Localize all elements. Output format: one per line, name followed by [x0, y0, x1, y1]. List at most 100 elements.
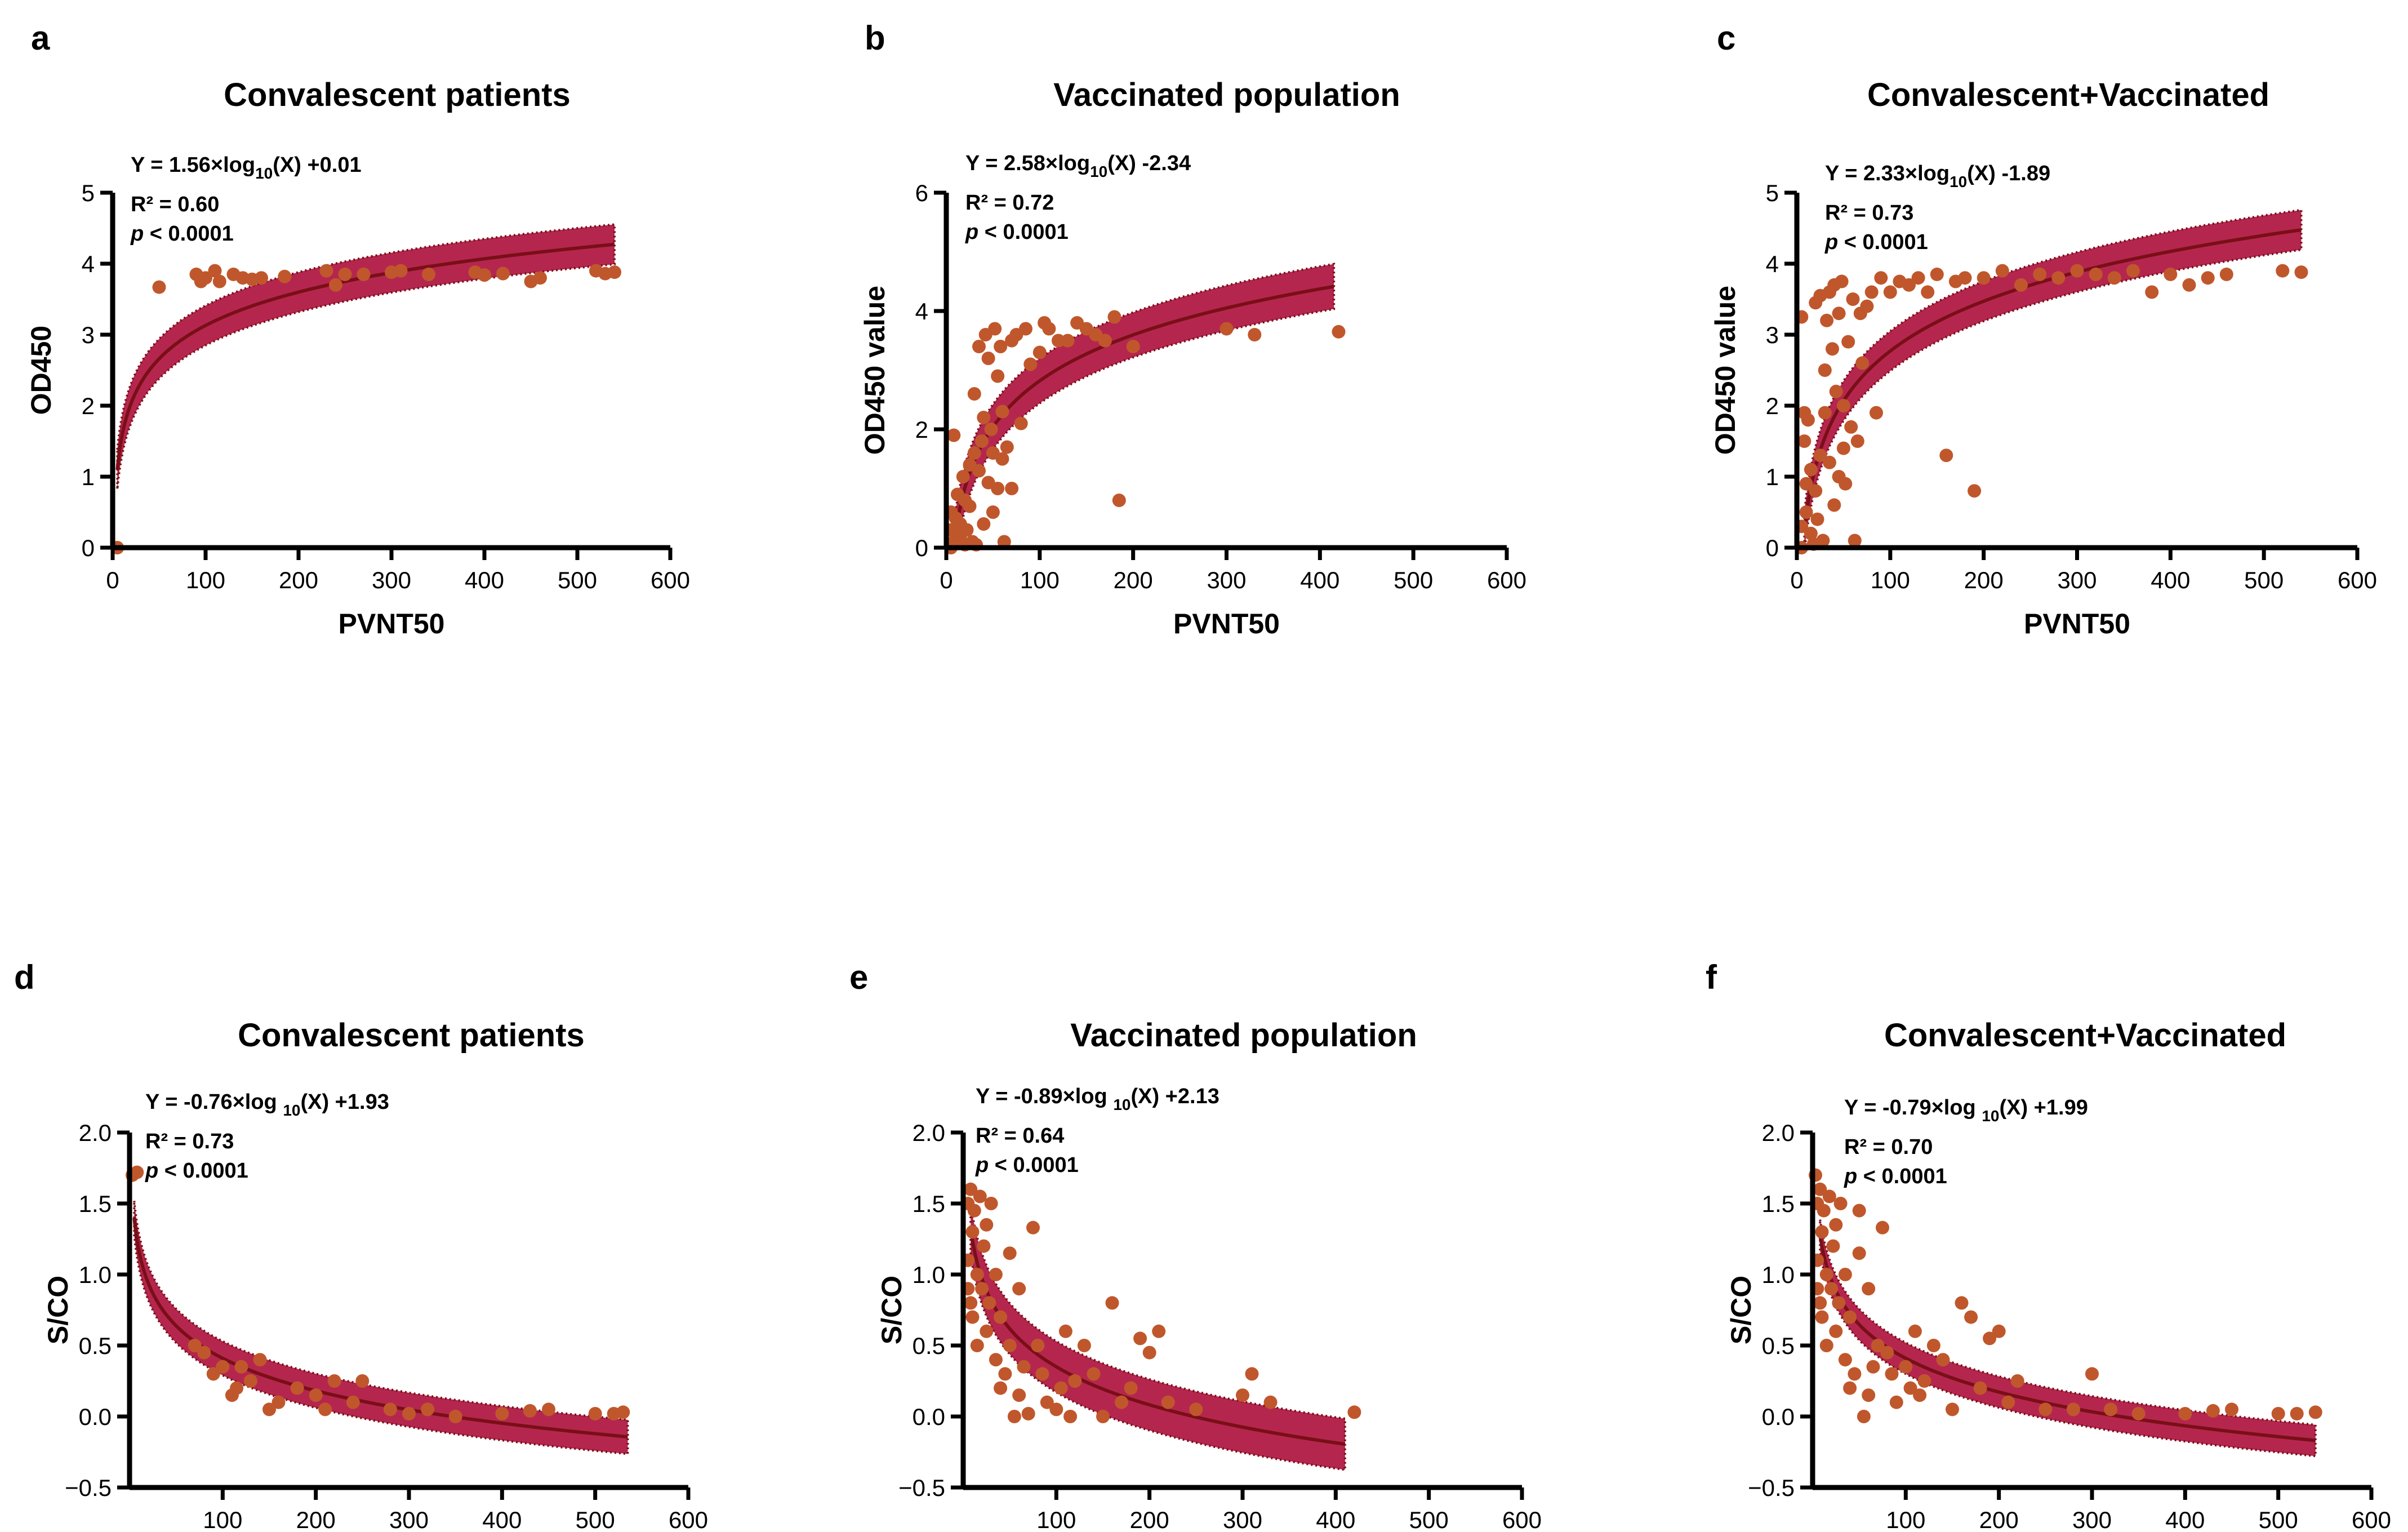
data-point: [1152, 1324, 1166, 1338]
data-point: [1818, 406, 1832, 420]
panel-letter: c: [1717, 19, 1735, 57]
data-point: [2178, 1407, 2192, 1420]
data-point: [1829, 1324, 1843, 1338]
data-point: [970, 1268, 984, 1281]
x-tick-label: 100: [1020, 567, 1060, 593]
data-point: [255, 271, 268, 285]
equation-log-base: 10: [255, 165, 273, 182]
data-point: [998, 1367, 1012, 1381]
data-point: [1843, 1310, 1857, 1324]
data-point: [1913, 1388, 1927, 1402]
data-point: [1126, 340, 1140, 353]
data-point: [1799, 505, 1813, 519]
equation-rhs: (X) +1.99: [1999, 1096, 2087, 1120]
panel-f: f Convalescent+Vaccinated 100 200 300 400 500 6…: [1706, 958, 2391, 1532]
x-tick-label: 600: [1487, 567, 1526, 593]
panel-letter: f: [1706, 958, 1717, 996]
data-point: [1829, 1218, 1843, 1232]
data-point: [588, 1407, 602, 1420]
data-point: [188, 1339, 202, 1352]
x-tick-label: 200: [1964, 567, 2004, 593]
x-tick-label: 100: [1036, 1507, 1076, 1532]
fit-equation: Y = 2.58×log10(X) -2.34: [965, 152, 1191, 180]
data-point: [1133, 1331, 1147, 1346]
data-point: [980, 1324, 994, 1338]
p-value-text: < 0.0001: [995, 1153, 1079, 1177]
data-point: [2010, 1374, 2024, 1388]
y-tick-label: 0.5: [79, 1333, 112, 1359]
data-point: [1107, 310, 1121, 324]
fit-line: [132, 1218, 628, 1439]
data-point: [1161, 1395, 1175, 1409]
x-tick-label: 200: [279, 567, 318, 593]
equation-rhs: (X) +0.01: [273, 153, 361, 177]
data-point: [994, 340, 1008, 353]
data-point: [2066, 1402, 2080, 1416]
data-point: [1347, 1405, 1361, 1419]
data-point: [1063, 1410, 1078, 1423]
data-point: [1977, 271, 1991, 285]
p-value: p < 0.0001: [975, 1153, 1079, 1177]
data-point: [977, 517, 991, 531]
data-point: [1219, 322, 1234, 336]
data-point: [989, 1353, 1003, 1367]
data-point: [616, 1405, 630, 1419]
data-point: [329, 278, 342, 292]
data-point: [1816, 534, 1830, 548]
data-point: [1054, 1381, 1068, 1395]
data-point: [975, 434, 989, 448]
data-point: [963, 499, 977, 513]
data-point: [1003, 1246, 1017, 1260]
data-point: [994, 1381, 1008, 1395]
data-point: [956, 470, 970, 483]
x-tick-label: 0: [106, 567, 119, 593]
y-tick-label: 1.5: [79, 1191, 112, 1217]
x-tick-label: 600: [2338, 567, 2377, 593]
data-point: [973, 1189, 987, 1204]
data-point: [964, 1296, 978, 1310]
y-tick-label: −0.5: [65, 1475, 112, 1501]
data-point: [2164, 267, 2178, 281]
x-tick-label: 400: [2151, 567, 2190, 593]
data-point: [2001, 1395, 2015, 1409]
y-tick-label: 3: [82, 322, 95, 348]
data-point: [1973, 1381, 1987, 1395]
data-point: [152, 280, 166, 294]
data-point: [1822, 1189, 1836, 1204]
confidence-band: [969, 1202, 1346, 1471]
x-tick-label: 300: [2072, 1507, 2112, 1532]
data-point: [1815, 1310, 1829, 1324]
data-point: [977, 1239, 991, 1253]
data-point: [989, 1268, 1003, 1281]
x-tick-label: 400: [465, 567, 504, 593]
x-tick-label: 100: [186, 567, 225, 593]
confidence-band: [1803, 208, 2303, 549]
data-point: [1245, 1367, 1259, 1381]
data-point: [199, 271, 212, 285]
data-point: [1026, 1220, 1040, 1235]
r-squared: R² = 0.73: [1825, 201, 1913, 225]
p-value: p < 0.0001: [130, 222, 234, 246]
x-tick-label: 300: [372, 567, 411, 593]
data-point: [1049, 1402, 1063, 1416]
data-point: [991, 369, 1005, 383]
data-point: [346, 1395, 360, 1409]
data-point: [1012, 1282, 1026, 1296]
data-point: [1819, 1268, 1833, 1281]
p-value: p < 0.0001: [1824, 230, 1928, 254]
y-axis-label: OD450 value: [1710, 286, 1741, 455]
data-point: [1848, 534, 1862, 548]
x-tick-label: 300: [389, 1507, 429, 1532]
data-point: [964, 1182, 978, 1196]
data-point: [1832, 1296, 1846, 1310]
data-point: [1797, 434, 1811, 448]
y-axis-label: S/CO: [42, 1276, 74, 1344]
data-point: [1902, 278, 1916, 292]
data-point: [1815, 1225, 1829, 1239]
y-tick-label: 0.0: [913, 1404, 945, 1430]
fit-line: [969, 1228, 1346, 1446]
data-point: [2107, 271, 2121, 285]
data-point: [1870, 406, 1883, 420]
data-point: [967, 446, 981, 460]
data-point: [1874, 271, 1888, 285]
